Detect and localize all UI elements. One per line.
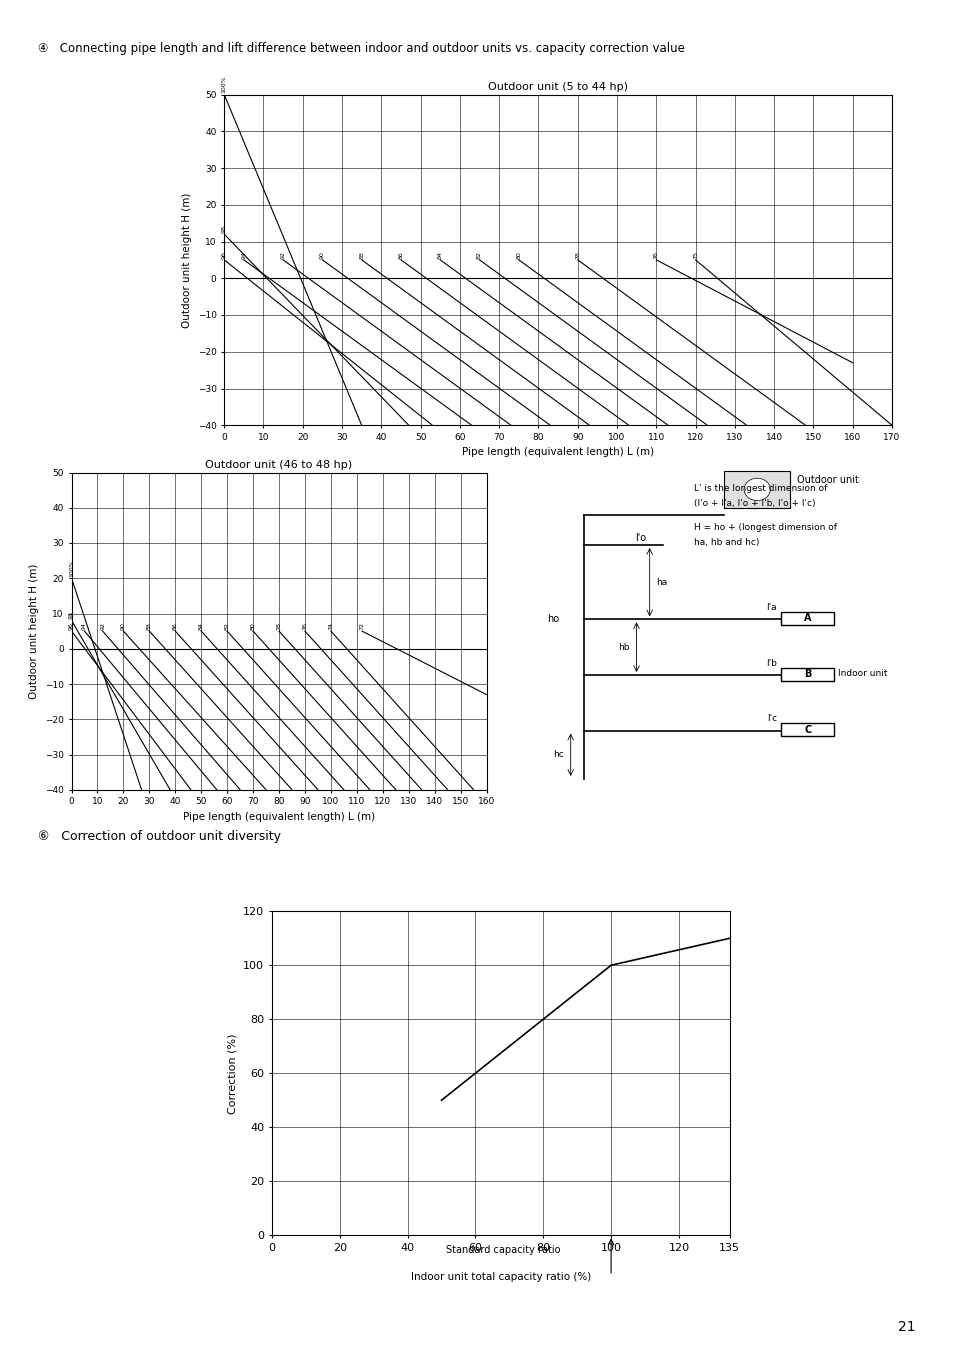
Text: A: A [803, 613, 811, 624]
Text: 98: 98 [69, 612, 74, 620]
Text: 86: 86 [398, 251, 403, 259]
Text: 94: 94 [241, 251, 246, 259]
Text: L' is the longest dimension of: L' is the longest dimension of [693, 483, 826, 493]
Text: 100%: 100% [69, 559, 74, 578]
Text: l'o: l'o [635, 533, 646, 543]
Text: 88: 88 [358, 251, 364, 259]
Bar [723, 471, 789, 508]
Text: 98: 98 [221, 225, 227, 234]
Text: Indoor unit total capacity ratio (%): Indoor unit total capacity ratio (%) [411, 1272, 590, 1281]
Text: hb: hb [618, 643, 629, 652]
Text: 72: 72 [359, 622, 364, 630]
Circle shape [743, 478, 770, 501]
Text: ha: ha [656, 578, 667, 587]
Text: 90: 90 [121, 622, 126, 630]
Text: l'c: l'c [766, 714, 776, 724]
Text: 84: 84 [198, 622, 204, 630]
Text: 82: 82 [476, 251, 481, 259]
Text: Standard capacity ratio: Standard capacity ratio [446, 1245, 560, 1254]
Text: 76: 76 [302, 622, 307, 630]
Text: 88: 88 [147, 622, 152, 630]
Text: C: C [803, 725, 810, 734]
Text: l'b: l'b [765, 659, 776, 668]
Text: 92: 92 [280, 251, 285, 259]
Title: Outdoor unit (5 to 44 hp): Outdoor unit (5 to 44 hp) [488, 82, 627, 92]
Y-axis label: Correction (%): Correction (%) [228, 1033, 237, 1114]
Text: B: B [803, 668, 810, 679]
Text: 82: 82 [225, 622, 230, 630]
Text: H = ho + (longest dimension of: H = ho + (longest dimension of [693, 522, 836, 532]
Text: 90: 90 [319, 251, 325, 259]
Text: 21: 21 [898, 1320, 915, 1334]
Text: (l'o + l'a, l'o + l'b, l'o + l'c): (l'o + l'a, l'o + l'b, l'o + l'c) [693, 498, 814, 508]
Text: 92: 92 [100, 622, 105, 630]
Text: 78: 78 [276, 622, 281, 630]
Text: 76: 76 [653, 251, 659, 259]
Text: l'a: l'a [765, 603, 776, 612]
Text: 96: 96 [221, 251, 227, 259]
Text: hc: hc [553, 751, 563, 759]
Text: 100%: 100% [221, 76, 227, 93]
Text: Outdoor unit: Outdoor unit [796, 475, 858, 485]
Text: 94: 94 [82, 622, 87, 630]
Bar [781, 668, 833, 680]
Text: 75: 75 [692, 251, 698, 259]
Text: 78: 78 [575, 251, 579, 259]
Text: 80: 80 [251, 622, 255, 630]
Text: 80: 80 [516, 251, 520, 259]
X-axis label: Pipe length (equivalent length) L (m): Pipe length (equivalent length) L (m) [183, 811, 375, 822]
X-axis label: Pipe length (equivalent length) L (m): Pipe length (equivalent length) L (m) [461, 447, 654, 458]
Text: Indoor unit: Indoor unit [838, 670, 887, 679]
Text: 96: 96 [69, 622, 74, 630]
Bar [781, 724, 833, 736]
Y-axis label: Outdoor unit height H (m): Outdoor unit height H (m) [182, 192, 192, 328]
Text: 84: 84 [437, 251, 442, 259]
Bar [781, 612, 833, 625]
Text: ha, hb and hc): ha, hb and hc) [693, 537, 759, 547]
Title: Outdoor unit (46 to 48 hp): Outdoor unit (46 to 48 hp) [205, 460, 353, 470]
Y-axis label: Outdoor unit height H (m): Outdoor unit height H (m) [30, 563, 39, 699]
Text: 86: 86 [172, 622, 177, 630]
Text: ho: ho [546, 614, 558, 624]
Text: ④   Connecting pipe length and lift difference between indoor and outdoor units : ④ Connecting pipe length and lift differ… [38, 42, 684, 55]
Text: ⑥   Correction of outdoor unit diversity: ⑥ Correction of outdoor unit diversity [38, 830, 281, 844]
Text: 74: 74 [328, 622, 333, 630]
